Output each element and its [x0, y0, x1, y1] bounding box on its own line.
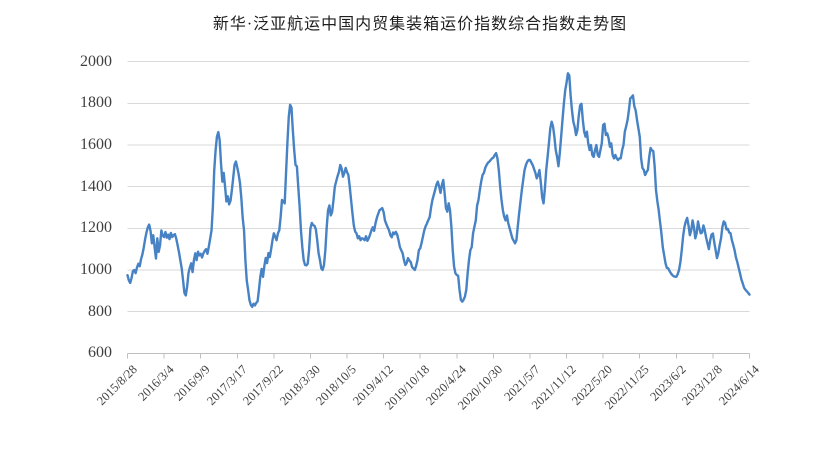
y-axis-label: 1600 — [80, 136, 112, 153]
y-axis-label: 1000 — [80, 260, 112, 278]
y-axis-label: 1200 — [80, 219, 112, 237]
y-axis-label: 600 — [88, 344, 112, 362]
y-axis-label: 800 — [88, 302, 112, 320]
y-axis-label: 1400 — [80, 177, 112, 195]
y-axis-label: 2000 — [80, 52, 112, 70]
y-axis-label: 1800 — [80, 94, 112, 112]
index-series-line — [126, 72, 751, 309]
chart-title: 新华·泛亚航运中国内贸集装箱运价指数综合指数走势图 — [212, 16, 628, 33]
